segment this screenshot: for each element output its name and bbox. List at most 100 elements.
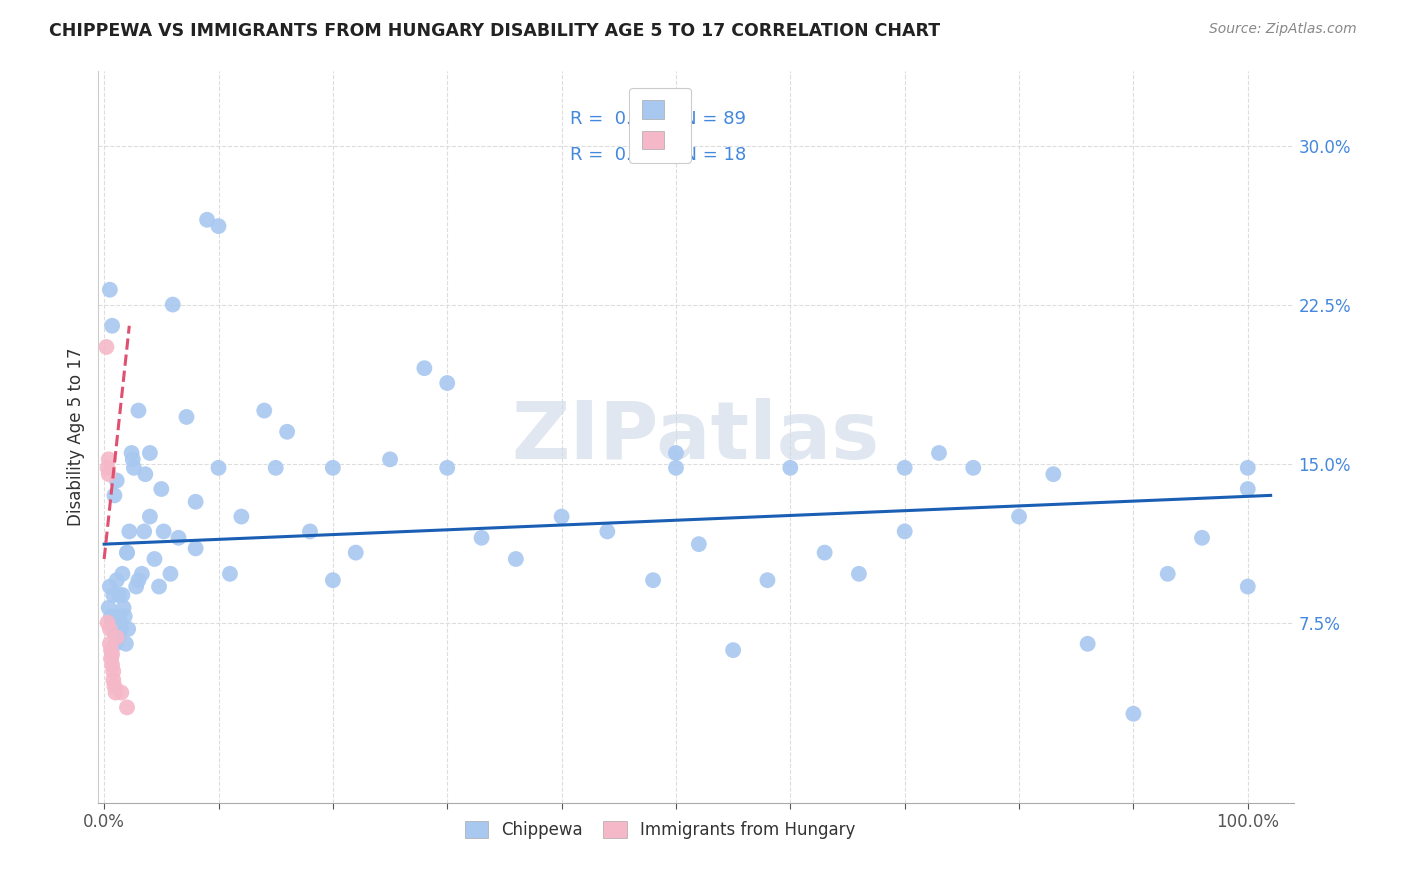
Point bbox=[184, 541, 207, 556]
Point bbox=[322, 573, 344, 587]
Point bbox=[100, 609, 122, 624]
Text: R =  0.116   N = 89: R = 0.116 N = 89 bbox=[571, 110, 747, 128]
Point bbox=[139, 446, 162, 460]
Point bbox=[688, 537, 710, 551]
Point bbox=[436, 460, 458, 475]
Text: R =  0.377   N = 18: R = 0.377 N = 18 bbox=[571, 146, 747, 164]
Point bbox=[97, 460, 120, 475]
Point bbox=[103, 588, 125, 602]
Point bbox=[1191, 531, 1213, 545]
Point bbox=[110, 622, 132, 636]
Point bbox=[101, 615, 124, 630]
Point bbox=[928, 446, 950, 460]
Point bbox=[101, 318, 124, 333]
Point bbox=[97, 615, 120, 630]
Point bbox=[108, 615, 131, 630]
Point bbox=[148, 580, 170, 594]
Point bbox=[112, 600, 135, 615]
Point bbox=[159, 566, 181, 581]
Text: CHIPPEWA VS IMMIGRANTS FROM HUNGARY DISABILITY AGE 5 TO 17 CORRELATION CHART: CHIPPEWA VS IMMIGRANTS FROM HUNGARY DISA… bbox=[49, 22, 941, 40]
Point bbox=[100, 643, 122, 657]
Point bbox=[117, 622, 139, 636]
Point bbox=[115, 700, 138, 714]
Point bbox=[97, 600, 120, 615]
Point bbox=[1042, 467, 1064, 482]
Point bbox=[962, 460, 984, 475]
Point bbox=[184, 494, 207, 508]
Legend: Chippewa, Immigrants from Hungary: Chippewa, Immigrants from Hungary bbox=[458, 814, 862, 846]
Point bbox=[413, 361, 436, 376]
Point bbox=[108, 588, 131, 602]
Point bbox=[98, 283, 121, 297]
Point bbox=[665, 446, 688, 460]
Point bbox=[219, 566, 242, 581]
Point bbox=[97, 467, 120, 482]
Point bbox=[893, 460, 915, 475]
Point bbox=[814, 546, 837, 560]
Point bbox=[276, 425, 298, 439]
Point bbox=[470, 531, 492, 545]
Point bbox=[121, 446, 143, 460]
Point bbox=[104, 685, 127, 699]
Point bbox=[118, 524, 141, 539]
Point bbox=[152, 524, 174, 539]
Point bbox=[848, 566, 870, 581]
Point bbox=[195, 212, 218, 227]
Point bbox=[101, 648, 124, 662]
Point bbox=[162, 297, 184, 311]
Text: Source: ZipAtlas.com: Source: ZipAtlas.com bbox=[1209, 22, 1357, 37]
Point bbox=[103, 679, 125, 693]
Point bbox=[98, 580, 121, 594]
Point bbox=[1008, 509, 1031, 524]
Point bbox=[139, 509, 162, 524]
Point bbox=[125, 580, 148, 594]
Point bbox=[108, 609, 131, 624]
Point bbox=[127, 573, 149, 587]
Point bbox=[550, 509, 572, 524]
Point bbox=[101, 658, 124, 673]
Point bbox=[103, 665, 125, 679]
Point bbox=[98, 622, 121, 636]
Point bbox=[115, 546, 138, 560]
Point bbox=[298, 524, 321, 539]
Point bbox=[131, 566, 153, 581]
Point bbox=[176, 409, 198, 424]
Point bbox=[1122, 706, 1144, 721]
Y-axis label: Disability Age 5 to 17: Disability Age 5 to 17 bbox=[66, 348, 84, 526]
Point bbox=[207, 219, 229, 234]
Point bbox=[167, 531, 190, 545]
Point bbox=[1236, 580, 1258, 594]
Point bbox=[378, 452, 401, 467]
Point bbox=[104, 637, 127, 651]
Point bbox=[105, 631, 128, 645]
Point bbox=[114, 609, 136, 624]
Point bbox=[665, 460, 688, 475]
Point bbox=[436, 376, 458, 390]
Point bbox=[207, 460, 229, 475]
Point bbox=[322, 460, 344, 475]
Point bbox=[105, 474, 128, 488]
Point bbox=[111, 588, 134, 602]
Point bbox=[111, 566, 134, 581]
Point bbox=[110, 685, 132, 699]
Point bbox=[505, 552, 527, 566]
Text: ZIPatlas: ZIPatlas bbox=[512, 398, 880, 476]
Point bbox=[103, 673, 125, 687]
Point bbox=[100, 651, 122, 665]
Point bbox=[104, 622, 127, 636]
Point bbox=[721, 643, 744, 657]
Point bbox=[134, 524, 156, 539]
Point bbox=[115, 637, 138, 651]
Point bbox=[756, 573, 779, 587]
Point bbox=[596, 524, 619, 539]
Point bbox=[103, 626, 125, 640]
Point bbox=[641, 573, 664, 587]
Point bbox=[105, 573, 128, 587]
Point bbox=[150, 482, 173, 496]
Point bbox=[893, 524, 915, 539]
Point bbox=[1157, 566, 1180, 581]
Point bbox=[143, 552, 166, 566]
Point bbox=[1077, 637, 1099, 651]
Point bbox=[127, 403, 149, 417]
Point bbox=[231, 509, 253, 524]
